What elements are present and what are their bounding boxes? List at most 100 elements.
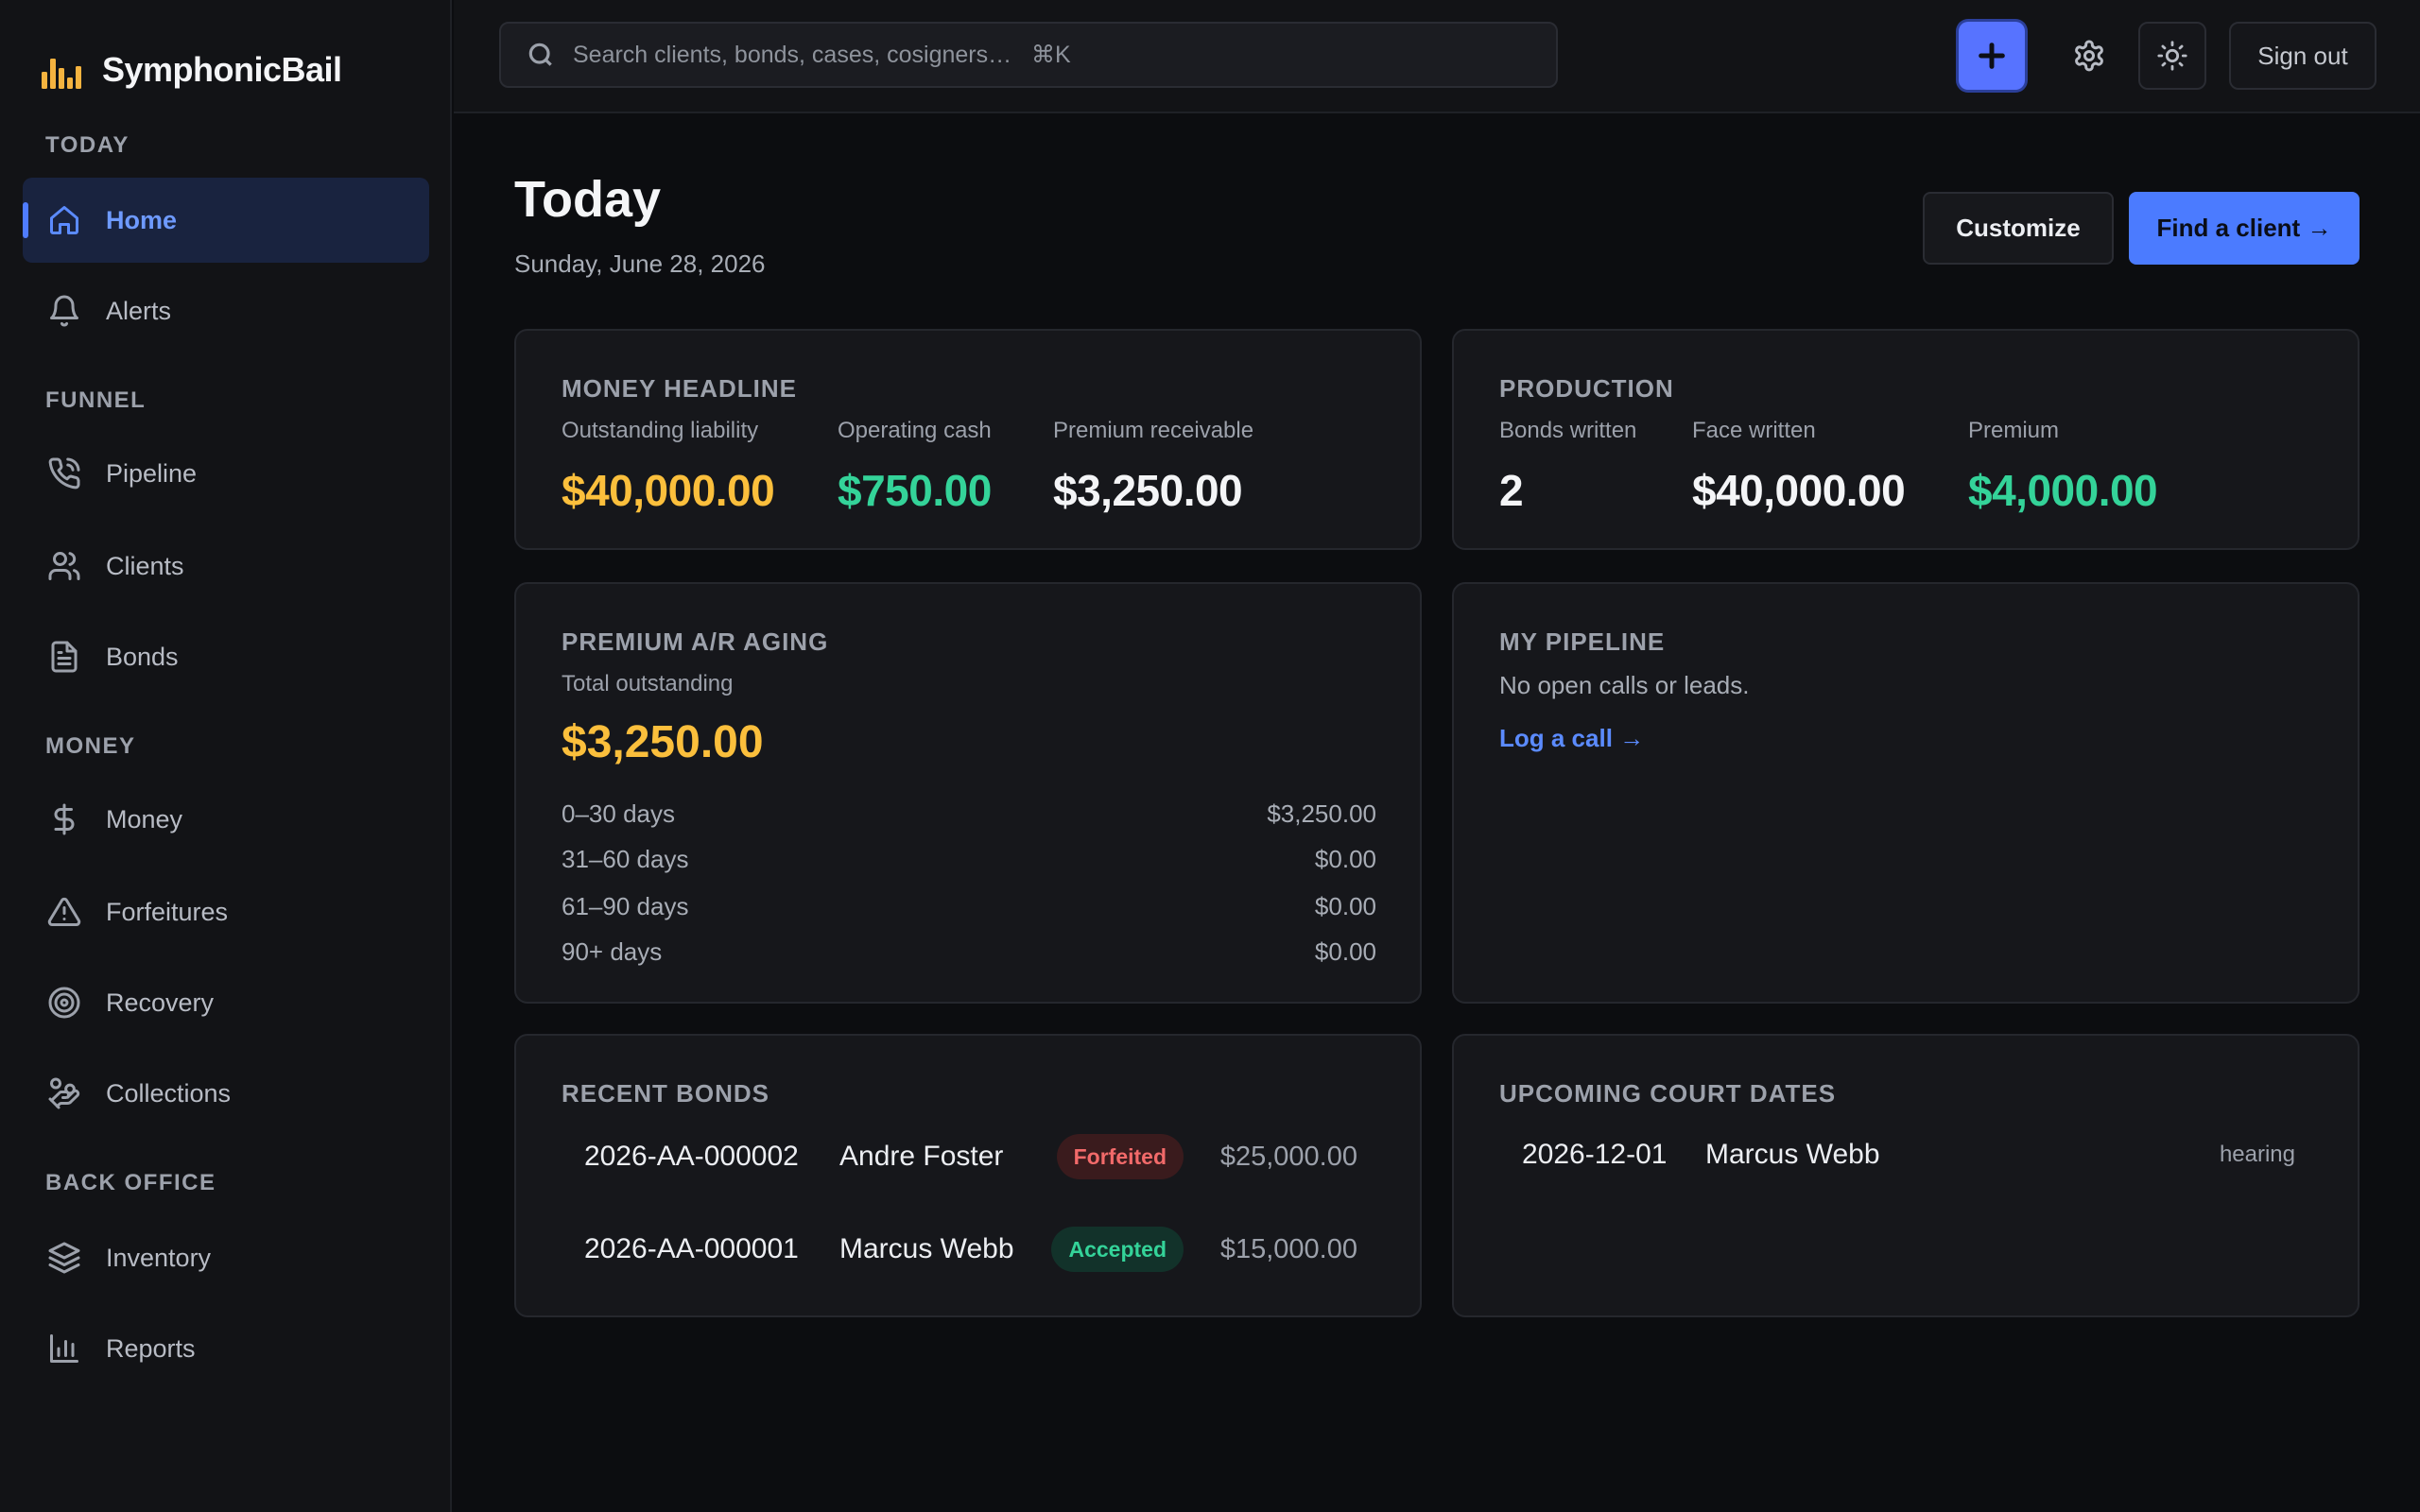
card-title: PREMIUM A/R AGING bbox=[562, 627, 829, 656]
stat-value: $40,000.00 bbox=[1692, 466, 1906, 515]
total-outstanding-value: $3,250.00 bbox=[562, 717, 764, 767]
court-dates-card: UPCOMING COURT DATES 2026-12-01 Marcus W… bbox=[1452, 1034, 2360, 1317]
theme-toggle-button[interactable] bbox=[2138, 22, 2206, 90]
sidebar-item-collections[interactable]: Collections bbox=[23, 1051, 429, 1136]
pipeline-empty-message: No open calls or leads. bbox=[1499, 671, 1750, 699]
sidebar-item-clients[interactable]: Clients bbox=[23, 524, 429, 609]
court-date: 2026-12-01 bbox=[1522, 1139, 1668, 1170]
stat-label: Premium receivable bbox=[1053, 418, 1254, 443]
sidebar-item-label: Clients bbox=[106, 551, 184, 580]
bell-icon bbox=[45, 292, 83, 330]
brand[interactable]: SymphonicBail bbox=[40, 49, 342, 91]
warning-icon bbox=[45, 893, 83, 931]
sidebar-item-label: Inventory bbox=[106, 1243, 212, 1272]
hand-coins-icon bbox=[45, 1074, 83, 1112]
aging-bucket: 61–90 days bbox=[562, 892, 689, 920]
aging-amount: $0.00 bbox=[1314, 845, 1376, 873]
card-title: RECENT BONDS bbox=[562, 1079, 770, 1108]
sidebar: SymphonicBail TODAY Home Alerts FUNNEL P… bbox=[0, 0, 452, 1512]
file-icon bbox=[45, 638, 83, 676]
card-title: PRODUCTION bbox=[1499, 374, 1674, 403]
section-label-back-office: BACK OFFICE bbox=[45, 1170, 216, 1195]
aging-amount: $3,250.00 bbox=[1267, 799, 1376, 828]
layers-icon bbox=[45, 1239, 83, 1277]
stat-label: Outstanding liability bbox=[562, 418, 759, 443]
sidebar-item-recovery[interactable]: Recovery bbox=[23, 960, 429, 1045]
my-pipeline-card: MY PIPELINE No open calls or leads. Log … bbox=[1452, 582, 2360, 1004]
sidebar-item-alerts[interactable]: Alerts bbox=[23, 268, 429, 353]
sidebar-item-inventory[interactable]: Inventory bbox=[23, 1215, 429, 1300]
aging-amount: $0.00 bbox=[1314, 937, 1376, 966]
top-bar: Sign out bbox=[454, 0, 2420, 113]
sidebar-item-home[interactable]: Home bbox=[23, 178, 429, 263]
find-client-button[interactable]: Find a client → bbox=[2129, 192, 2360, 265]
card-title: MY PIPELINE bbox=[1499, 627, 1666, 656]
stat-value: $750.00 bbox=[838, 466, 992, 515]
bond-amount: $15,000.00 bbox=[1219, 1233, 1357, 1264]
bond-amount: $25,000.00 bbox=[1219, 1141, 1357, 1172]
stat-label: Operating cash bbox=[838, 418, 992, 443]
bond-number: 2026-AA-000002 bbox=[584, 1141, 799, 1172]
aging-row: 90+ days $0.00 bbox=[562, 937, 1376, 967]
target-icon bbox=[45, 984, 83, 1022]
sidebar-item-label: Collections bbox=[106, 1078, 232, 1108]
page-title: Today bbox=[514, 171, 662, 228]
bond-row[interactable]: 2026-AA-000002 Andre Foster Forfeited $2… bbox=[584, 1130, 1357, 1183]
sidebar-item-label: Alerts bbox=[106, 296, 172, 325]
page-date: Sunday, June 28, 2026 bbox=[514, 249, 766, 278]
sidebar-item-pipeline[interactable]: Pipeline bbox=[23, 431, 429, 516]
search-input[interactable] bbox=[573, 41, 1499, 69]
card-title: UPCOMING COURT DATES bbox=[1499, 1079, 1837, 1108]
status-badge: Forfeited bbox=[1056, 1134, 1184, 1179]
logo-bars-icon bbox=[42, 59, 81, 89]
sign-out-button[interactable]: Sign out bbox=[2229, 22, 2377, 90]
bar-chart-icon bbox=[45, 1330, 83, 1367]
stat-label: Bonds written bbox=[1499, 418, 1637, 443]
plus-icon bbox=[1979, 43, 2005, 69]
aging-row: 61–90 days $0.00 bbox=[562, 892, 1376, 921]
stat-value: $40,000.00 bbox=[562, 466, 775, 515]
bond-client: Andre Foster bbox=[839, 1141, 1004, 1172]
sidebar-item-label: Reports bbox=[106, 1333, 196, 1363]
stat-value: $3,250.00 bbox=[1053, 466, 1243, 515]
stat-outstanding-liability: Outstanding liability $40,000.00 bbox=[562, 418, 775, 516]
aging-bucket: 31–60 days bbox=[562, 845, 689, 873]
sidebar-item-forfeitures[interactable]: Forfeitures bbox=[23, 869, 429, 954]
recent-bonds-card: RECENT BONDS 2026-AA-000002 Andre Foster… bbox=[514, 1034, 1422, 1317]
sidebar-item-reports[interactable]: Reports bbox=[23, 1306, 429, 1391]
total-outstanding-label: Total outstanding bbox=[562, 671, 734, 696]
stat-label: Premium bbox=[1968, 418, 2060, 443]
users-icon bbox=[45, 547, 83, 585]
sidebar-item-label: Pipeline bbox=[106, 458, 198, 488]
aging-row: 31–60 days $0.00 bbox=[562, 845, 1376, 874]
card-title: MONEY HEADLINE bbox=[562, 374, 797, 403]
sidebar-item-label: Bonds bbox=[106, 642, 179, 671]
aging-row: 0–30 days $3,250.00 bbox=[562, 799, 1376, 829]
sidebar-item-label: Home bbox=[106, 205, 178, 234]
court-date-row[interactable]: 2026-12-01 Marcus Webb hearing bbox=[1522, 1128, 2295, 1181]
phone-icon bbox=[45, 455, 83, 492]
stat-face-written: Face written $40,000.00 bbox=[1692, 418, 1906, 516]
stat-label: Face written bbox=[1692, 418, 1816, 443]
stat-value: $4,000.00 bbox=[1968, 466, 2158, 515]
sidebar-item-money[interactable]: Money bbox=[23, 777, 429, 862]
court-client: Marcus Webb bbox=[1705, 1139, 1880, 1170]
court-type: hearing bbox=[2219, 1142, 2295, 1167]
stat-value: 2 bbox=[1499, 466, 1524, 515]
gear-icon bbox=[2075, 40, 2103, 72]
log-call-link[interactable]: Log a call → bbox=[1499, 724, 1645, 752]
stat-premium: Premium $4,000.00 bbox=[1968, 418, 2158, 516]
settings-button[interactable] bbox=[2059, 22, 2119, 90]
status-badge: Accepted bbox=[1051, 1227, 1184, 1272]
section-label-today: TODAY bbox=[45, 132, 130, 158]
bond-row[interactable]: 2026-AA-000001 Marcus Webb Accepted $15,… bbox=[584, 1223, 1357, 1276]
bond-client: Marcus Webb bbox=[839, 1233, 1014, 1264]
money-headline-card: MONEY HEADLINE Outstanding liability $40… bbox=[514, 329, 1422, 550]
section-label-funnel: FUNNEL bbox=[45, 387, 147, 413]
bond-number: 2026-AA-000001 bbox=[584, 1233, 799, 1264]
search-box[interactable] bbox=[499, 22, 1558, 88]
new-item-button[interactable] bbox=[1959, 22, 2025, 90]
customize-button[interactable]: Customize bbox=[1923, 192, 2114, 265]
home-icon bbox=[45, 201, 83, 239]
sidebar-item-bonds[interactable]: Bonds bbox=[23, 614, 429, 699]
